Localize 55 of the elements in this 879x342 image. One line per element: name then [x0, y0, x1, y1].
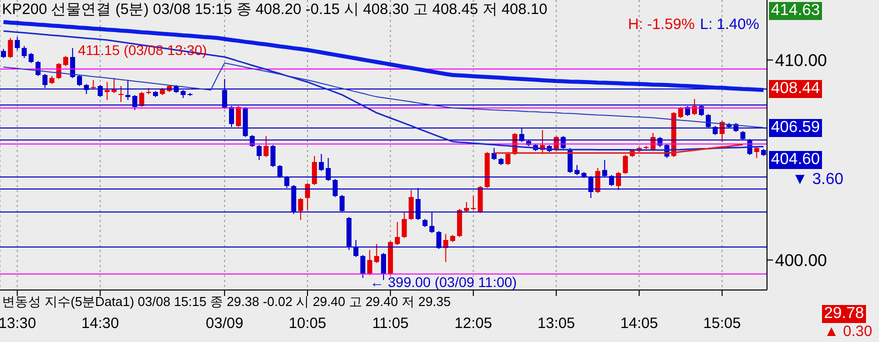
candlestick [14, 36, 20, 50]
text: 변동성 지수(5분Data1) 03/08 15:15 종 29.38 -0.02 시 29.40 고 29.40 저 29.35 [2, 293, 451, 311]
text: 404.60 [769, 151, 822, 169]
candlestick [374, 244, 380, 264]
candlestick [298, 198, 304, 220]
text: 406.59 [769, 119, 822, 137]
y-tick-label: 400.00 [775, 251, 827, 270]
candlestick [104, 82, 110, 100]
candlestick [264, 136, 269, 158]
chart-title: KP200 선물연결 (5분) 03/08 15:15 종 408.20 -0.15 시 408.30 고 408.45 저 408.10 [2, 0, 548, 19]
candlestick [754, 146, 760, 158]
line-series [1, 20, 766, 92]
candlestick [492, 148, 497, 160]
x-tick-label: 15:05 [703, 315, 741, 332]
x-tick-label: 03/09 [206, 315, 244, 332]
x-tick-label: 12:05 [454, 315, 492, 332]
y-tick-label: 410.00 [775, 51, 827, 70]
x-tick-label: 11:05 [372, 315, 409, 332]
annotation: ← 399.00 (03/09 11:00) [370, 274, 517, 290]
annotation: L: 1.40% [700, 16, 760, 34]
candlestick [28, 52, 34, 64]
text: 408.44 [769, 80, 822, 98]
candlestick [236, 106, 241, 128]
candlestick [312, 156, 317, 186]
candlestick [318, 154, 324, 172]
candlestick [70, 48, 76, 78]
candlestick [305, 182, 310, 210]
candlestick [464, 202, 469, 212]
candlestick [360, 254, 366, 278]
text: 414.63 [769, 2, 822, 20]
x-tick-label: 14:30 [81, 315, 119, 332]
x-tick-label: 13:05 [537, 315, 576, 332]
candlestick [381, 252, 386, 280]
candlestick [367, 250, 372, 276]
candlestick [256, 144, 262, 160]
candlestick [568, 148, 573, 174]
x-tick-label: 14:05 [620, 315, 658, 332]
candlestick [77, 74, 82, 86]
candlestick [22, 46, 27, 58]
text: ▲ 0.30 [824, 323, 872, 341]
candlestick [622, 154, 628, 174]
candlestick [402, 212, 407, 238]
candlestick [139, 92, 144, 108]
x-tick-label: 10:05 [288, 315, 326, 332]
candlestick [408, 190, 414, 220]
text: ▼ 3.60 [792, 171, 844, 189]
candlestick [118, 86, 124, 102]
x-tick-label: 13:30 [0, 315, 36, 332]
candlestick [616, 172, 621, 190]
candlestick [394, 222, 400, 246]
candlestick [470, 196, 476, 210]
annotation: H: -1.59% [628, 16, 695, 34]
candlestick [8, 38, 13, 58]
text: 29.78 [822, 305, 866, 323]
candlestick [270, 144, 276, 168]
